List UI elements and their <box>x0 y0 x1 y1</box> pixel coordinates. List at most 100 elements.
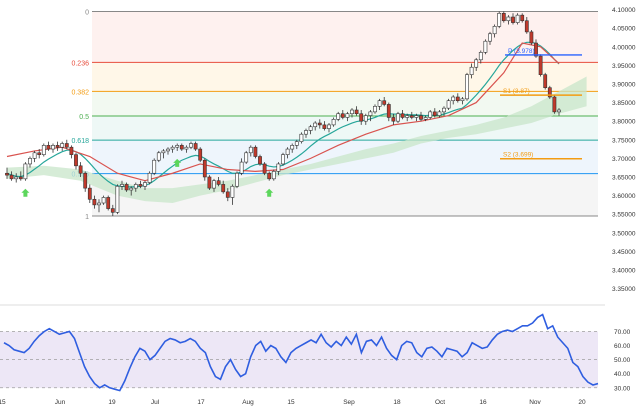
candle-body <box>368 111 373 116</box>
candle-body <box>501 12 506 22</box>
candle-body <box>474 59 479 68</box>
candle-body <box>179 145 184 150</box>
candle-body <box>212 180 216 189</box>
fib-label: 0.5 <box>79 114 89 121</box>
candle-body <box>161 150 166 154</box>
price-tick-label: 3.95000 <box>612 63 636 70</box>
candle-body <box>276 163 281 172</box>
candle-body <box>419 115 423 120</box>
candle-body <box>432 111 437 116</box>
candle-body <box>198 148 203 161</box>
candle-body <box>207 176 212 189</box>
fib-label: 0 <box>85 9 89 16</box>
rsi-tick-label: 40.00 <box>614 371 631 378</box>
candle-body <box>428 111 433 118</box>
price-tick-label: 4.00000 <box>612 44 636 51</box>
candle-body <box>193 143 198 150</box>
candle-body <box>336 113 341 120</box>
candle-body <box>69 146 74 155</box>
time-axis[interactable]: 15 Jun 19 Jul 17 Aug 15 Sep 18 Oct 16 Nov 20 <box>0 399 586 406</box>
candle-body <box>156 152 161 161</box>
candle-body <box>400 113 405 118</box>
time-tick-label: 15 <box>287 399 295 406</box>
candle-body <box>271 171 276 180</box>
candle-body <box>74 154 78 167</box>
candle-body <box>64 143 69 148</box>
candle-body <box>55 145 60 148</box>
candle-body <box>87 187 92 200</box>
candle-body <box>60 143 65 148</box>
price-tick-label: 3.55000 <box>612 212 636 219</box>
time-tick-label: 17 <box>197 399 205 406</box>
candle-body <box>202 159 207 178</box>
buy-arrows <box>21 158 274 197</box>
rsi-panel: 70.00 60.00 50.00 40.00 30.00 <box>0 304 631 392</box>
candle-body <box>442 107 446 113</box>
candle-body <box>239 161 244 174</box>
candle-body <box>396 113 400 122</box>
fib-label: 0.382 <box>71 89 89 96</box>
candle-body <box>230 185 235 198</box>
candle-body <box>552 96 557 113</box>
price-axis[interactable]: 4.10000 4.05000 4.00000 3.95000 3.90000 3.850… <box>612 7 636 293</box>
fib-label: 1 <box>85 214 89 221</box>
candle-body <box>18 176 23 180</box>
candle-body <box>51 145 55 150</box>
rsi-tick-label: 50.00 <box>614 357 631 364</box>
candle-body <box>290 145 295 150</box>
rsi-band <box>0 331 598 388</box>
candle-body <box>281 154 285 165</box>
time-tick-label: Aug <box>242 399 254 406</box>
candle-body <box>437 111 442 116</box>
time-tick-label: Sep <box>343 399 355 406</box>
candle-body <box>363 115 368 122</box>
rsi-tick-label: 30.00 <box>614 385 631 392</box>
level-label: P (3.978) <box>508 48 535 55</box>
candle-body <box>248 146 253 154</box>
price-tick-label: 3.50000 <box>612 230 636 237</box>
candle-body <box>354 109 359 115</box>
pivot-levels: P (3.978) S1 (3.87) S2 (3.699) <box>500 48 582 160</box>
candle-body <box>28 158 32 165</box>
candle-body <box>377 100 382 107</box>
candle-body <box>345 113 350 118</box>
candle-body <box>294 141 299 146</box>
candle-body <box>120 184 124 187</box>
price-tick-label: 3.90000 <box>612 81 636 88</box>
time-tick-label: Oct <box>435 399 445 406</box>
time-tick-label: Jul <box>151 399 160 406</box>
candle-body <box>350 109 354 115</box>
candle-body <box>46 145 51 150</box>
up-arrow-icon <box>265 188 274 197</box>
candle-body <box>170 146 175 150</box>
candle-body <box>327 124 331 129</box>
candle-body <box>524 20 529 33</box>
candle-body <box>405 115 410 118</box>
candle-body <box>465 74 469 100</box>
price-tick-label: 3.35000 <box>612 286 636 293</box>
price-tick-label: 4.05000 <box>612 26 636 33</box>
candle-body <box>133 184 138 189</box>
candle-body <box>97 202 101 206</box>
candle-body <box>543 74 548 88</box>
candle-body <box>386 104 391 118</box>
candle-body <box>414 115 419 118</box>
candle-body <box>478 52 483 61</box>
candle-body <box>488 33 492 42</box>
candle-body <box>557 109 561 113</box>
candle-body <box>331 119 336 126</box>
time-tick-label: 16 <box>479 399 487 406</box>
price-tick-label: 3.60000 <box>612 193 636 200</box>
up-arrow-icon <box>21 188 30 197</box>
candle-body <box>423 117 428 120</box>
candle-body <box>37 152 42 155</box>
candle-body <box>115 185 120 213</box>
candle-body <box>497 12 502 27</box>
candle-body <box>129 187 134 191</box>
candle-body <box>285 148 290 155</box>
candle-body <box>14 176 19 180</box>
candle-body <box>92 198 97 206</box>
price-tick-label: 3.70000 <box>612 156 636 163</box>
fib-label: 0.236 <box>71 60 89 67</box>
